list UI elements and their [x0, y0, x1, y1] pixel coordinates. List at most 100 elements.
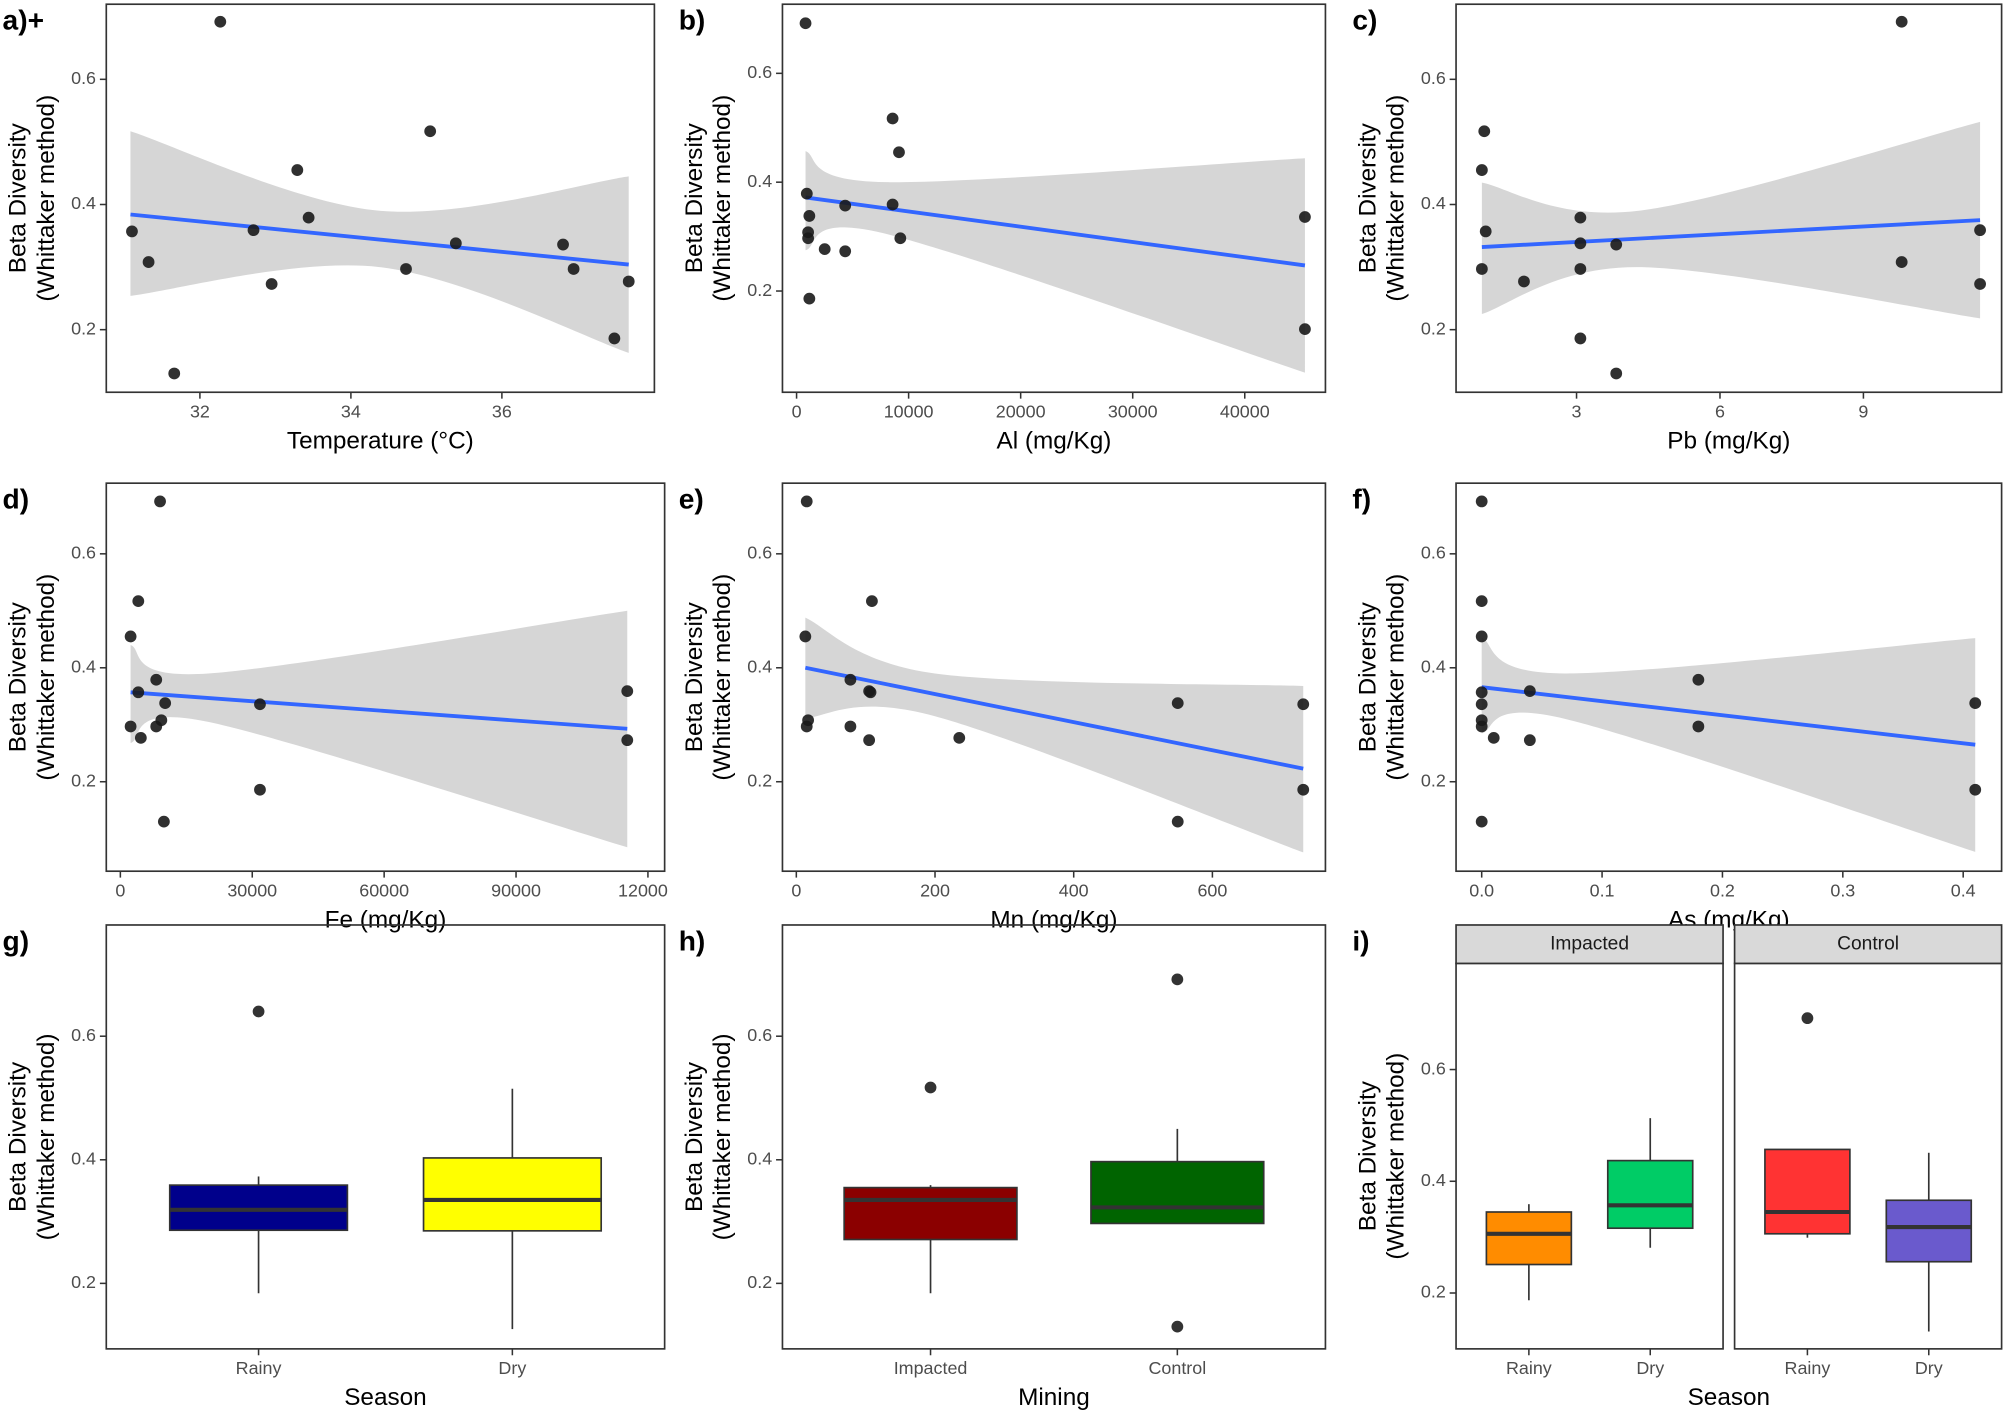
y-axis-title: Beta Diversity: [1354, 601, 1381, 752]
y-axis-title: (Whittaker method): [709, 1033, 736, 1240]
box: [1764, 1148, 1851, 1235]
y-tick-label: 0.2: [747, 280, 772, 300]
point: [1692, 673, 1705, 686]
x-axis-title: Mining: [1018, 1384, 1090, 1411]
point: [1475, 164, 1488, 176]
x-tick-label: Rainy: [236, 1358, 282, 1378]
point: [1574, 263, 1587, 275]
y-axis-title: Beta Diversity: [1354, 1080, 1381, 1231]
y-tick-label: 0.4: [1421, 1170, 1446, 1190]
point: [150, 673, 163, 686]
y-axis-title: (Whittaker method): [1383, 574, 1410, 781]
x-tick-label: 30000: [227, 880, 277, 900]
y-tick-label: 0.2: [1421, 770, 1446, 790]
point: [839, 245, 852, 258]
point: [1475, 686, 1488, 699]
point: [802, 232, 815, 245]
point: [557, 238, 569, 251]
x-tick-label: 0.1: [1590, 880, 1615, 900]
y-tick-label: 0.2: [71, 1272, 96, 1292]
point: [1523, 685, 1536, 698]
x-axis-title: Al (mg/Kg): [996, 428, 1111, 455]
x-tick-label: 30000: [1108, 401, 1158, 421]
x-tick-label: Rainy: [1506, 1358, 1552, 1378]
point: [291, 164, 304, 176]
point: [800, 720, 813, 733]
panel-label: h): [679, 924, 706, 956]
point: [608, 332, 621, 345]
point: [449, 237, 462, 250]
point: [1574, 332, 1587, 345]
y-axis-title: (Whittaker method): [709, 95, 736, 302]
y-tick-label: 0.4: [747, 657, 772, 677]
confidence-band: [1481, 121, 1981, 319]
y-tick-label: 0.6: [71, 543, 96, 563]
point: [159, 697, 172, 710]
x-axis-title: Pb (mg/Kg): [1667, 428, 1790, 455]
point: [886, 112, 899, 125]
y-axis-title: (Whittaker method): [33, 1033, 60, 1240]
y-axis-title: Beta Diversity: [681, 122, 708, 273]
point: [254, 698, 266, 711]
y-tick-label: 0.6: [1421, 543, 1446, 563]
y-tick-label: 0.2: [1421, 1282, 1446, 1302]
y-tick-label: 0.4: [747, 1149, 772, 1169]
y-axis-title: Beta Diversity: [681, 601, 708, 752]
panel-border: [105, 3, 656, 394]
y-tick-label: 0.4: [71, 193, 96, 213]
point: [424, 125, 437, 138]
panel: c) Beta Diversity (Whittaker method) Pb (mg…: [1352, 3, 2003, 455]
x-tick-label: Dry: [1636, 1358, 1664, 1378]
fit-line: [130, 212, 629, 267]
fit-line: [130, 690, 628, 731]
y-axis-title: (Whittaker method): [709, 574, 736, 781]
point: [134, 731, 147, 744]
point: [1479, 225, 1492, 238]
panel: g) Beta Diversity (Whittaker method) Season…: [3, 924, 666, 1411]
box: [843, 1186, 1018, 1241]
x-tick-label: Control: [1148, 1358, 1206, 1378]
point: [1475, 263, 1488, 275]
point: [818, 243, 831, 256]
point: [1895, 15, 1908, 28]
x-tick-label: 400: [1059, 880, 1089, 900]
panel: f)Beta Diversity (Whittaker method)As (mg…: [1352, 482, 2003, 934]
facet-strip: [1455, 924, 1724, 965]
point: [567, 263, 580, 275]
panel: b) Beta Diversity (Whittaker method) Al (mg…: [679, 3, 1327, 455]
x-tick-label: 0: [115, 880, 125, 900]
point: [302, 211, 315, 224]
x-tick-label: 200: [920, 880, 950, 900]
x-axis-title: Season: [344, 1384, 427, 1411]
panel-border: [781, 482, 1327, 873]
x-tick-label: 6: [1715, 401, 1725, 421]
x-axis-title: Fe (mg/Kg): [325, 907, 447, 934]
x-axis-title: Season: [1688, 1384, 1771, 1411]
y-axis-title: Beta Diversity: [681, 1061, 708, 1212]
point: [803, 210, 816, 222]
y-axis-title: Beta Diversity: [1354, 122, 1381, 273]
point: [124, 720, 137, 733]
outlier: [1801, 1012, 1814, 1025]
point: [1487, 731, 1500, 744]
panel-label: b): [679, 4, 706, 36]
point: [1297, 698, 1310, 711]
y-tick-label: 0.4: [71, 657, 96, 677]
point: [1171, 697, 1184, 710]
y-tick-label: 0.4: [747, 171, 772, 191]
x-tick-label: 0.2: [1710, 880, 1735, 900]
panel-label: a)+: [3, 4, 44, 36]
panel-label: c): [1352, 4, 1377, 36]
y-tick-label: 0.2: [747, 1272, 772, 1292]
point: [1969, 697, 1982, 710]
point: [254, 783, 266, 796]
facet-strip: [1733, 924, 2003, 965]
x-tick-label: 0.0: [1469, 880, 1494, 900]
point: [844, 673, 857, 686]
point: [803, 292, 816, 305]
x-axis-title: Temperature (°C): [287, 428, 474, 455]
y-tick-label: 0.4: [71, 1149, 96, 1169]
panel-border: [1455, 3, 2003, 394]
x-tick-label: 9: [1858, 401, 1868, 421]
x-tick-label: 10000: [884, 401, 934, 421]
